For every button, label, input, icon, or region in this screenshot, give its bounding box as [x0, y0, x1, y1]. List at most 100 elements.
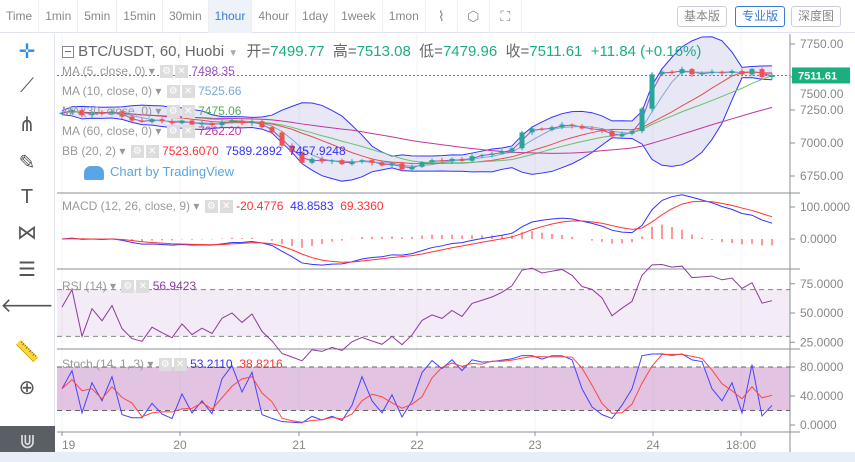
candle-body: [549, 127, 555, 130]
time-tick-label: 24: [646, 438, 660, 452]
open-value: 7499.77: [270, 43, 325, 60]
ma30-value: 7475.06: [198, 104, 242, 118]
version-button-1[interactable]: 专业版: [735, 6, 786, 27]
close-icon[interactable]: ✕: [219, 200, 233, 214]
close-icon[interactable]: ✕: [136, 280, 150, 294]
timeframe-1min[interactable]: 1min: [39, 0, 79, 33]
timeframe-time[interactable]: Time: [0, 0, 40, 33]
candle-body: [629, 131, 635, 134]
candle-body: [69, 110, 75, 113]
brush-icon[interactable]: ✎: [18, 151, 36, 174]
macd-legend[interactable]: MACD (12, 26, close, 9) ▾ ⚙ ✕ -20.4776 48…: [62, 199, 384, 214]
candle-body: [649, 74, 655, 109]
settings-icon[interactable]: ⚙: [158, 358, 172, 372]
text-icon[interactable]: T: [20, 185, 34, 208]
candle-body: [599, 129, 605, 132]
stoch-tick-label: 0.0000: [800, 418, 837, 432]
timeframe-1hour[interactable]: 1hour: [208, 0, 253, 33]
tradingview-watermark[interactable]: Chart by TradingView: [84, 164, 234, 180]
settings-icon[interactable]: ⚙: [204, 200, 218, 214]
ruler-icon[interactable]: 📏: [14, 340, 40, 363]
trend-line-icon[interactable]: ⟋: [20, 74, 34, 97]
timeframe-1day[interactable]: 1day: [296, 0, 336, 33]
candle-body: [399, 163, 405, 170]
rsi-legend[interactable]: RSI (14) ▾ ⚙ ✕ 56.9423: [62, 279, 197, 294]
magnet-icon[interactable]: ⋓: [0, 426, 55, 456]
candle-body: [469, 156, 475, 161]
zoom-in-icon[interactable]: ⊕: [18, 376, 36, 399]
candle-body: [169, 121, 175, 124]
candle-body: [669, 71, 675, 74]
collapse-icon[interactable]: −: [62, 45, 74, 59]
ma10-value: 7525.66: [198, 84, 242, 98]
symbol-legend: − BTC/USDT, 60, Huobi ▼ 开=7499.77 高=7513…: [62, 40, 701, 61]
candle-body: [359, 160, 365, 162]
candle-body: [79, 110, 85, 116]
close-icon[interactable]: ✕: [181, 85, 195, 99]
candle-body: [729, 71, 735, 74]
candle-body: [189, 120, 195, 125]
close-icon[interactable]: ✕: [175, 65, 189, 79]
candle-body: [459, 158, 465, 161]
settings-icon[interactable]: ⬡: [458, 0, 490, 33]
ma30-label: MA (30, close, 0): [62, 104, 153, 118]
candle-body: [99, 111, 105, 114]
candle-body: [179, 120, 185, 124]
timeframe-1mon[interactable]: 1mon: [383, 0, 426, 33]
settings-icon[interactable]: ⚙: [166, 85, 180, 99]
close-value: 7511.61: [529, 43, 583, 60]
settings-icon[interactable]: ⚙: [166, 105, 180, 119]
bb-legend[interactable]: BB (20, 2) ▾ ⚙ ✕ 7523.6070 7589.2892 7457…: [62, 144, 346, 159]
settings-icon[interactable]: ⚙: [160, 65, 174, 79]
stoch-legend[interactable]: Stoch (14, 1, 3) ▾ ⚙ ✕ 53.2110 38.8216: [62, 357, 283, 372]
candle-body: [709, 71, 715, 74]
pitchfork-icon[interactable]: ⋔: [18, 113, 36, 136]
candle-body: [139, 120, 145, 122]
dropdown-icon[interactable]: ▼: [228, 48, 239, 59]
timeframe-30min[interactable]: 30min: [163, 0, 209, 33]
settings-icon[interactable]: ⚙: [166, 125, 180, 139]
version-button-0[interactable]: 基本版: [677, 6, 728, 27]
macd-signal-value: 69.3360: [340, 199, 384, 213]
close-icon[interactable]: ✕: [173, 358, 187, 372]
timeframe-5min[interactable]: 5min: [78, 0, 118, 33]
candle-body: [199, 123, 205, 125]
timeframe-1week[interactable]: 1week: [335, 0, 383, 33]
back-arrow-icon[interactable]: 🡐: [0, 294, 54, 317]
ma10-legend[interactable]: MA (10, close, 0) ▾ ⚙ ✕ 7525.66: [62, 84, 242, 99]
candle-body: [289, 145, 295, 153]
candle-body: [349, 161, 355, 165]
pattern-icon[interactable]: ⋈: [17, 221, 37, 244]
rsi-band: [57, 289, 790, 337]
candle-body: [539, 128, 545, 130]
ma5-legend[interactable]: MA (5, close, 0) ▾ ⚙ ✕ 7498.35: [62, 64, 235, 79]
timeframe-4hour[interactable]: 4hour: [252, 0, 297, 33]
candle-body: [429, 160, 435, 163]
ma10-label: MA (10, close, 0): [62, 84, 153, 98]
candle-body: [239, 120, 245, 124]
candle-body: [499, 151, 505, 154]
version-button-2[interactable]: 深度图: [791, 6, 842, 27]
settings-icon[interactable]: ⚙: [130, 145, 144, 159]
close-icon[interactable]: ✕: [181, 105, 195, 119]
candle-body: [769, 75, 775, 77]
low-label: 低=: [419, 43, 443, 60]
bb-basis-line: [61, 71, 773, 165]
close-icon[interactable]: ✕: [181, 125, 195, 139]
settings-icon[interactable]: ⚙: [121, 280, 135, 294]
candle-body: [619, 133, 625, 137]
ma60-legend[interactable]: MA (60, close, 0) ▾ ⚙ ✕ 7262.20: [62, 124, 242, 139]
timeframe-15min[interactable]: 15min: [117, 0, 163, 33]
watermark-text: Chart by TradingView: [110, 164, 235, 179]
low-value: 7479.96: [442, 43, 498, 60]
chart-type-icon[interactable]: ⌇: [426, 0, 458, 33]
fullscreen-icon[interactable]: ⛶: [490, 0, 522, 33]
fib-icon[interactable]: ☰: [18, 258, 36, 281]
stoch-k-value: 53.2110: [190, 357, 233, 371]
rsi-line: [61, 263, 773, 362]
symbol-title[interactable]: BTC/USDT, 60, Huobi: [78, 43, 225, 60]
close-icon[interactable]: ✕: [145, 145, 159, 159]
ma30-legend[interactable]: MA (30, close, 0) ▾ ⚙ ✕ 7475.06: [62, 104, 242, 119]
crosshair-icon[interactable]: ✛: [18, 40, 36, 63]
